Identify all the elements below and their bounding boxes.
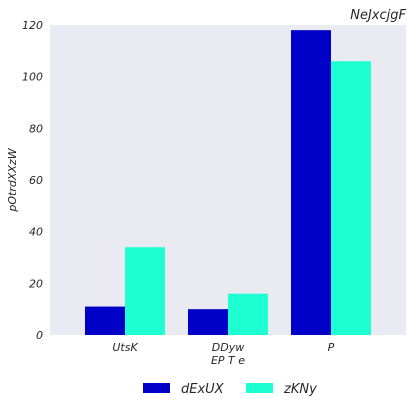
y-tick-label: 0 bbox=[36, 329, 43, 342]
legend-swatch-zKNy bbox=[246, 383, 273, 393]
x-axis-label: EP T e bbox=[211, 354, 245, 367]
legend: dExUX zKNy bbox=[143, 382, 317, 397]
y-tick-label: 120 bbox=[22, 19, 43, 32]
bar-zKNy-P bbox=[331, 61, 371, 336]
x-axis: UtsK DDyw P bbox=[112, 341, 334, 354]
x-tick-label: UtsK bbox=[112, 341, 138, 354]
legend-label: dExUX bbox=[181, 382, 225, 397]
bar-dExUX-DDyw bbox=[188, 309, 228, 335]
y-tick-label: 80 bbox=[29, 122, 43, 135]
legend-swatch-dExUX bbox=[143, 383, 170, 393]
y-tick-label: 100 bbox=[22, 71, 43, 84]
y-axis: 0 20 40 60 80 100 120 bbox=[22, 19, 43, 342]
x-tick-label: DDyw bbox=[212, 341, 244, 354]
chart-title: NeJxcjgF bbox=[350, 8, 406, 23]
bar-zKNy-UtsK bbox=[125, 247, 165, 335]
y-tick-label: 60 bbox=[29, 174, 43, 187]
bar-zKNy-DDyw bbox=[228, 293, 268, 335]
x-tick-label: P bbox=[328, 341, 335, 354]
bar-dExUX-UtsK bbox=[85, 306, 125, 335]
bars-group bbox=[85, 30, 371, 336]
y-tick-label: 40 bbox=[29, 226, 43, 239]
legend-label: zKNy bbox=[283, 382, 317, 397]
bar-dExUX-P bbox=[291, 30, 331, 336]
y-axis-label: pOtrdXXzW bbox=[6, 147, 19, 212]
y-tick-label: 20 bbox=[29, 277, 43, 290]
